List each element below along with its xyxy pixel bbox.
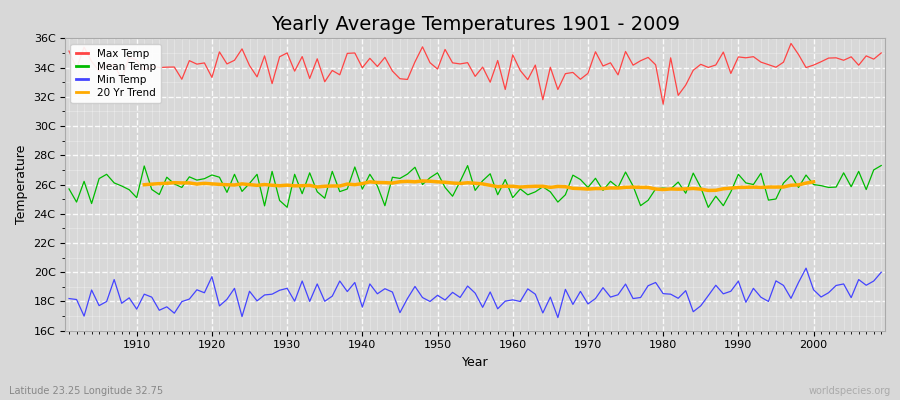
Y-axis label: Temperature: Temperature bbox=[15, 145, 28, 224]
Text: worldspecies.org: worldspecies.org bbox=[809, 386, 891, 396]
Title: Yearly Average Temperatures 1901 - 2009: Yearly Average Temperatures 1901 - 2009 bbox=[271, 15, 680, 34]
Legend: Max Temp, Mean Temp, Min Temp, 20 Yr Trend: Max Temp, Mean Temp, Min Temp, 20 Yr Tre… bbox=[70, 44, 161, 103]
Text: Latitude 23.25 Longitude 32.75: Latitude 23.25 Longitude 32.75 bbox=[9, 386, 163, 396]
X-axis label: Year: Year bbox=[462, 356, 489, 369]
